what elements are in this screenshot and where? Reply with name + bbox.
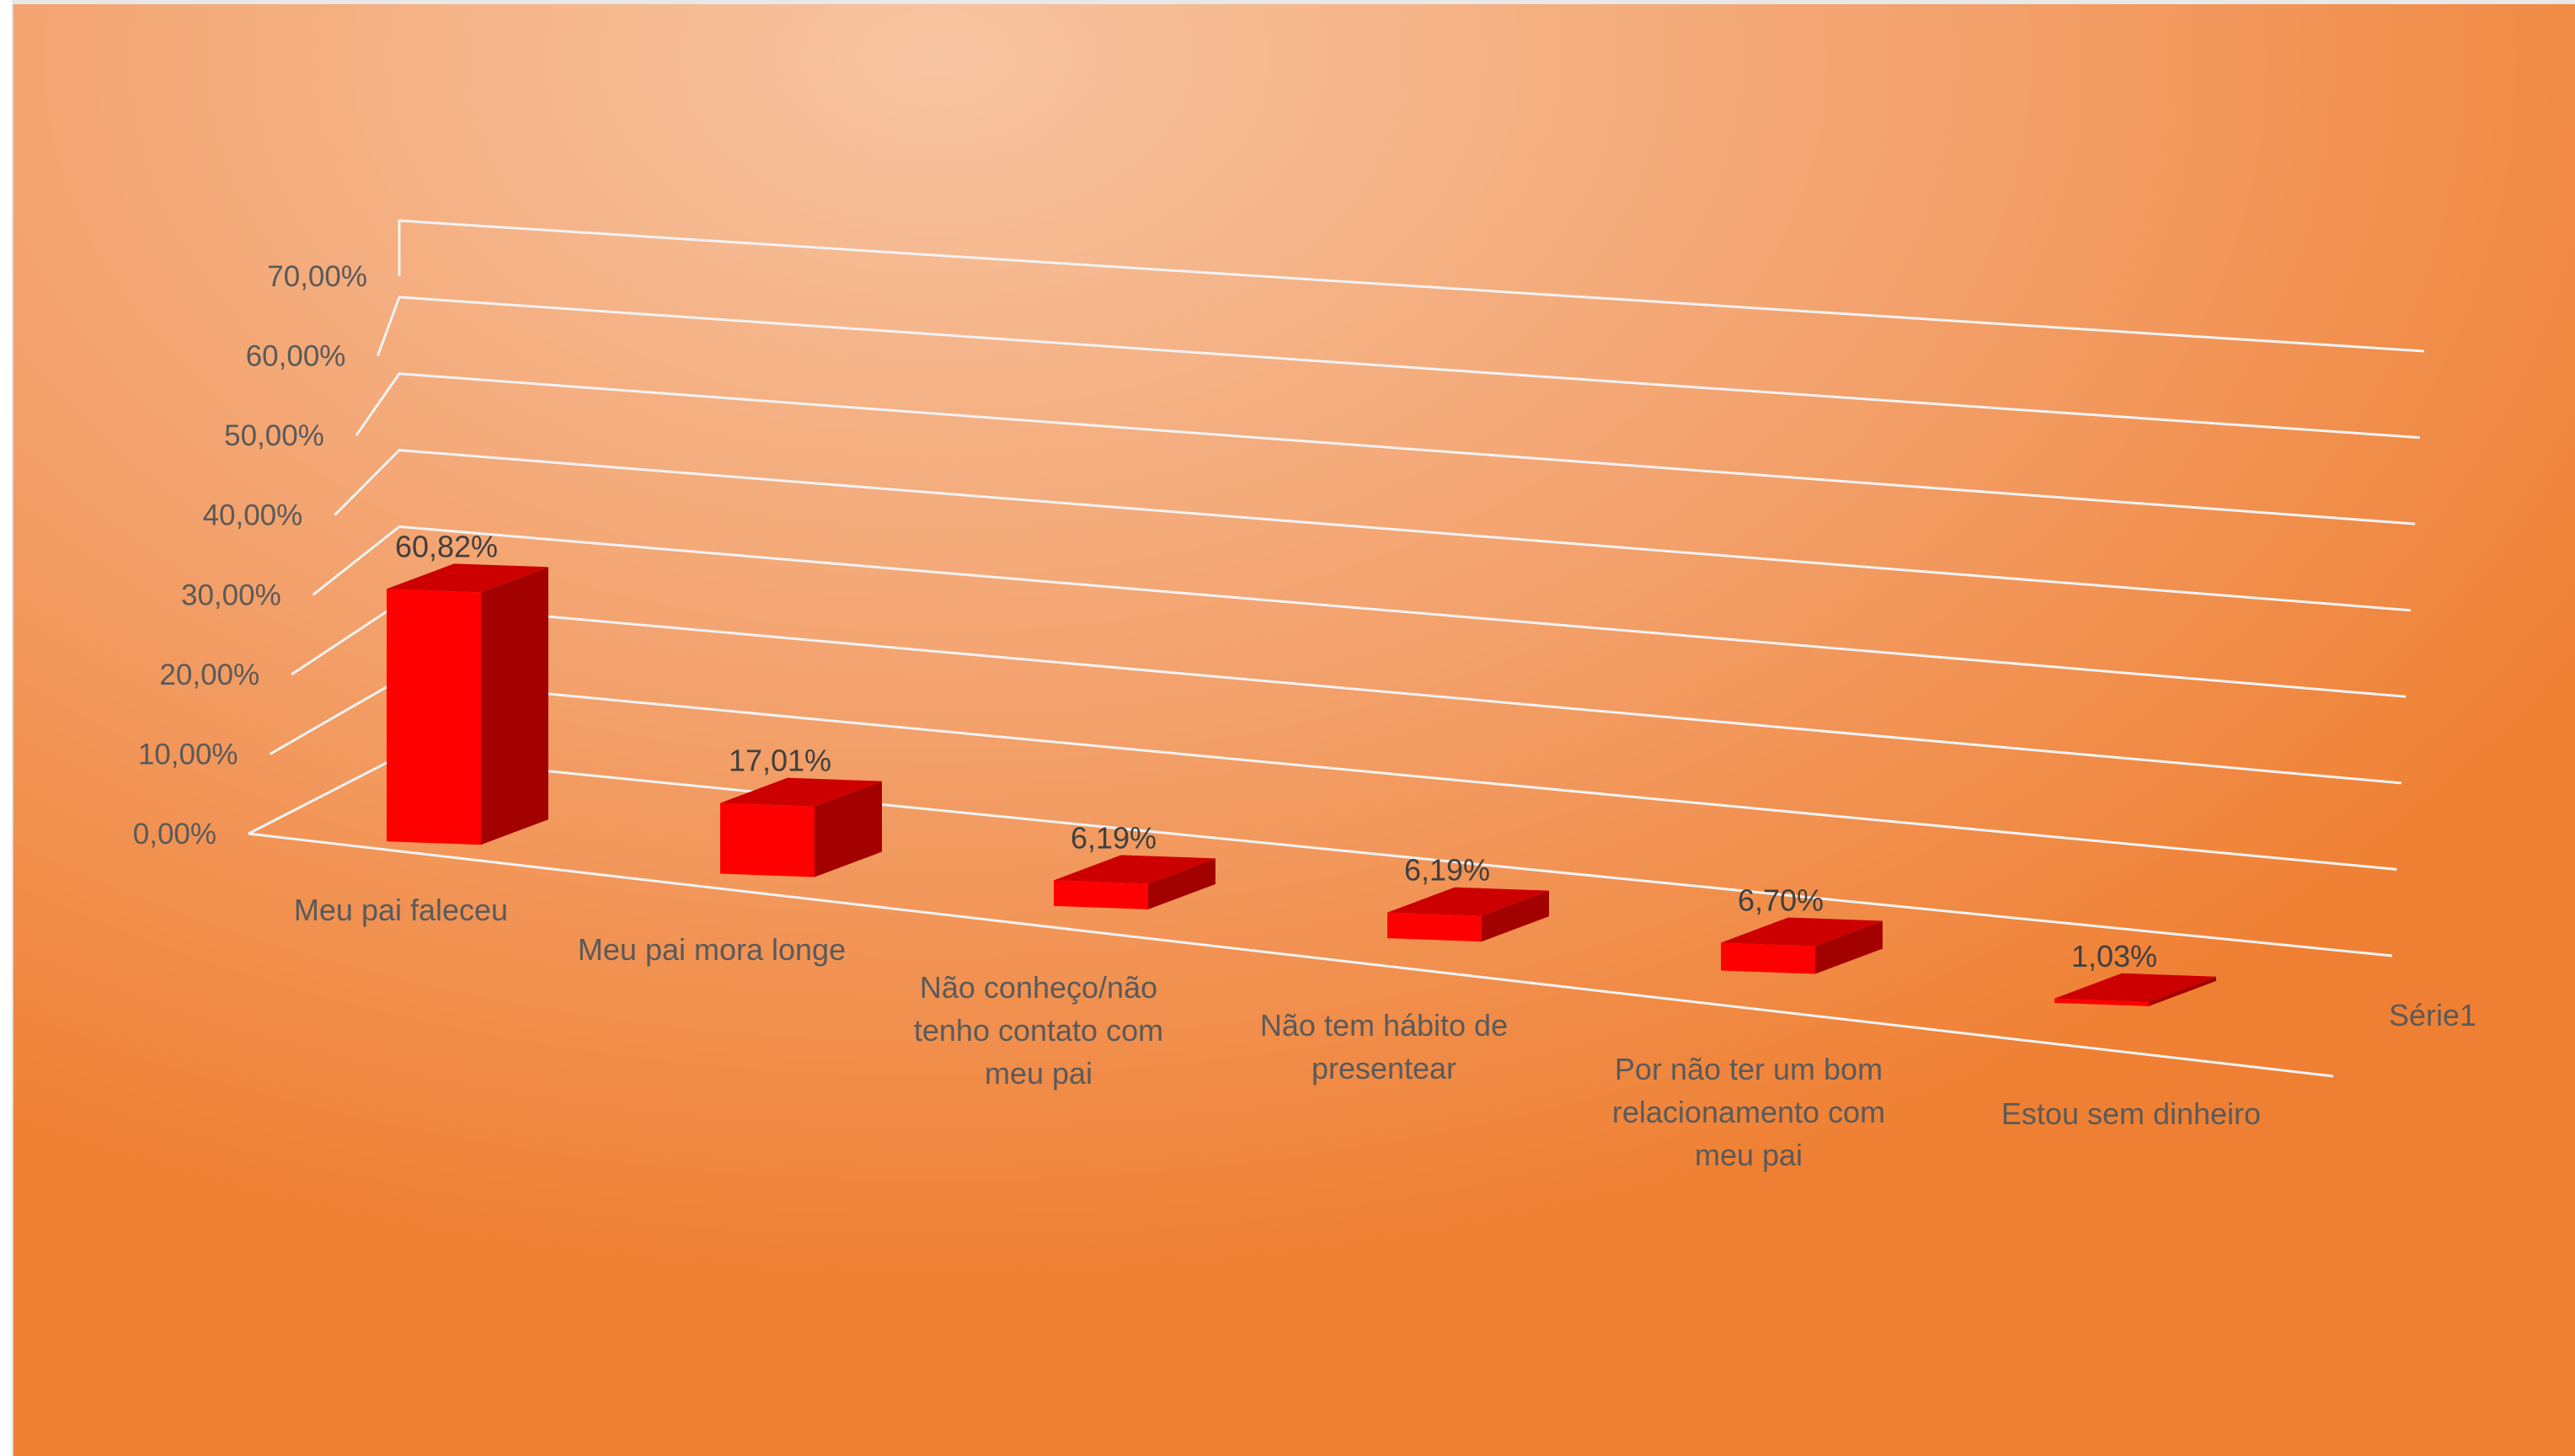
y-tick-label: 40,00% <box>203 499 303 532</box>
y-tick-label: 50,00% <box>224 419 324 452</box>
gridline <box>398 219 2425 353</box>
bar-front <box>2054 998 2149 1006</box>
x-category-label: Meu pai mora longe <box>578 932 846 967</box>
data-label: 6,70% <box>1738 883 1824 917</box>
bar-side <box>815 781 882 877</box>
bar-top <box>1387 887 1549 916</box>
bar-side <box>1148 858 1215 909</box>
data-label: 6,19% <box>1404 853 1490 888</box>
gridline <box>334 449 2411 612</box>
chart-top-border <box>12 0 2575 4</box>
bar-front <box>1054 880 1148 909</box>
bar-front <box>1387 912 1482 942</box>
data-label: 17,01% <box>729 744 831 778</box>
gridline <box>291 601 2401 785</box>
x-category-label: Não tem hábito de presentear <box>1260 1008 1508 1085</box>
x-category-label: Não conheço/não tenho contato com meu pai <box>914 970 1163 1091</box>
gridline <box>355 372 2416 525</box>
bar-top <box>387 563 548 593</box>
y-tick-label: 30,00% <box>181 579 281 611</box>
bar-top <box>1054 855 1215 884</box>
bar-top <box>1721 917 1883 947</box>
x-category-label: Meu pai faleceu <box>294 893 508 927</box>
data-label: 60,82% <box>395 529 498 563</box>
bar-top <box>720 777 882 807</box>
y-tick-label: 70,00% <box>267 260 367 293</box>
bar-side <box>2149 976 2216 1006</box>
bar-front <box>1721 942 1815 974</box>
legend-series-label: Série1 <box>2389 998 2476 1032</box>
floor-edge <box>248 832 2334 1078</box>
y-tick-label: 60,00% <box>246 340 346 373</box>
data-label: 1,03% <box>2071 939 2157 973</box>
gridline <box>312 525 2407 698</box>
y-tick-label: 20,00% <box>159 659 259 691</box>
bar-front <box>720 803 815 877</box>
data-label: 6,19% <box>1071 820 1157 855</box>
bar-side <box>481 567 548 845</box>
bar-side <box>1482 890 1549 942</box>
bar-top <box>2054 973 2216 1002</box>
y-tick-label: 10,00% <box>138 738 238 771</box>
gridline <box>248 755 2393 957</box>
bar-front <box>387 589 481 845</box>
y-tick-label: 0,00% <box>133 818 216 851</box>
gridline <box>377 296 2420 440</box>
bar-side <box>1815 920 1883 974</box>
x-category-label: Por não ter um bom relacionamento com meu … <box>1612 1052 1885 1172</box>
x-category-label: Estou sem dinheiro <box>2001 1096 2261 1131</box>
